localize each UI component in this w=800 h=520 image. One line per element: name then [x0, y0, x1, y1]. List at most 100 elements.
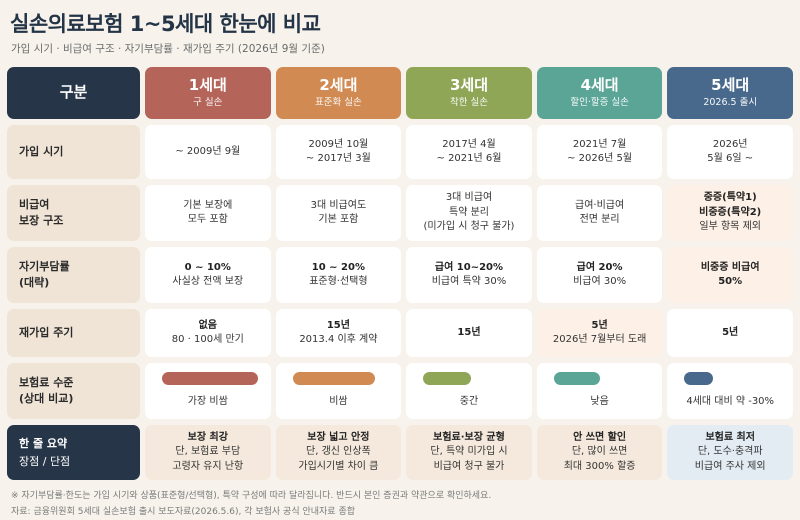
cell-line: 전면 분리: [579, 214, 620, 225]
gen4-name: 4세대: [580, 76, 619, 95]
page-subtitle: 가입 시기 · 비급여 구조 · 자기부담률 · 재가입 주기 (2026년 9…: [11, 43, 325, 55]
row-label-copay: 자기부담률 (대략): [7, 247, 140, 303]
gen2-name: 2세대: [319, 76, 358, 95]
gen5-sub: 2026.5 출시: [703, 96, 758, 108]
premium-cell: 비쌈: [275, 363, 402, 419]
comparison-table: 구분 1세대 구 실손 2세대 표준화 실손 3세대 착한 실손 4세대 할인·…: [7, 67, 793, 480]
cell-line: ~ 2026년 5월: [567, 153, 633, 164]
noncovered-cell: 중증(특약1) 비중증(특약2) 일부 항목 제외: [667, 185, 793, 241]
noncovered-label-2: 보장 구조: [19, 214, 64, 227]
renewal-label: 재가입 주기: [19, 325, 74, 339]
summary-label-2: 장점 / 단점: [19, 454, 71, 468]
row-label-premium: 보험료 수준 (상대 비교): [7, 363, 140, 419]
cell-line: 안 쓰면 할인: [573, 431, 627, 443]
premium-text: 낮음: [590, 396, 609, 408]
join-period-cell: 2009년 10월 ~ 2017년 3월: [275, 125, 402, 179]
copay-label-2: (대략): [19, 276, 50, 289]
premium-text: 가장 비쌈: [187, 396, 228, 408]
premium-text: 비쌈: [329, 396, 348, 408]
corner-header: 구분: [7, 67, 140, 119]
cell-line: 보장 넓고 안정: [307, 431, 370, 443]
cell-line: 표준형·선택형: [309, 276, 368, 287]
copay-cell: 0 ~ 10% 사실상 전액 보장: [145, 247, 271, 303]
cell-line: 단, 갱신 인상폭: [306, 446, 371, 458]
noncovered-label-1: 비급여: [19, 197, 50, 211]
cell-line: 가입시기별 차이 큼: [298, 460, 379, 472]
copay-cell: 급여 10~20% 비급여 특약 30%: [406, 247, 532, 303]
cell-line: 단, 도수·충격파: [697, 446, 763, 458]
cell-line: 보장 최강: [187, 431, 228, 443]
cell-line: 2013.4 이후 계약: [299, 334, 378, 345]
cell-line: ~ 2009년 9월: [175, 145, 241, 157]
premium-level-bar: [423, 372, 472, 386]
cell-line: 0 ~ 10%: [184, 261, 231, 273]
join-period-cell: 2021년 7월 ~ 2026년 5월: [536, 125, 663, 179]
summary-label-1: 한 줄 요약: [19, 437, 68, 451]
cell-line: 2017년 4월: [442, 138, 496, 150]
row-label-renewal: 재가입 주기: [7, 309, 140, 357]
cell-line: 보험료·보장 균형: [433, 431, 505, 443]
renewal-cell: 없음 80 · 100세 만기: [145, 309, 271, 357]
gen1-header: 1세대 구 실손: [145, 67, 271, 119]
gen2-header: 2세대 표준화 실손: [275, 67, 402, 119]
gen2-sub: 표준화 실손: [315, 96, 362, 108]
join-period-cell: 2026년 5월 6일 ~: [667, 125, 793, 179]
cell-line: 5년: [591, 319, 608, 331]
join-period-cell: ~ 2009년 9월: [145, 125, 271, 179]
gen4-sub: 할인·할증 실손: [570, 96, 629, 108]
noncovered-cell: 기본 보장에 모두 포함: [145, 185, 271, 241]
cell-line: 기본 보장에: [183, 199, 233, 211]
summary-cell: 보험료·보장 균형 단, 특약 미가입 시 비급여 청구 불가: [406, 425, 532, 480]
cell-line: ~ 2017년 3월: [305, 153, 371, 164]
premium-label-1: 보험료 수준: [19, 375, 74, 389]
summary-cell: 안 쓰면 할인 단, 많이 쓰면 최대 300% 할증: [536, 425, 663, 480]
premium-text: 4세대 대비 약 -30%: [686, 396, 775, 408]
cell-line: 50%: [718, 276, 743, 287]
page-title: 실손의료보험 1~5세대 한눈에 비교: [10, 12, 321, 36]
cell-line: 기본 포함: [318, 214, 359, 225]
gen3-header: 3세대 착한 실손: [406, 67, 532, 119]
cell-line: 고령자 유지 난항: [172, 460, 244, 472]
source-note: 자료: 금융위원회 5세대 실손보험 출시 보도자료(2026.5.6), 각 …: [11, 507, 356, 517]
cell-line: 비중증(특약2): [699, 206, 762, 218]
noncovered-cell: 급여·비급여 전면 분리: [536, 185, 663, 241]
premium-cell: 가장 비쌈: [145, 363, 271, 419]
cell-line: 급여 20%: [576, 261, 623, 273]
row-label-noncovered: 비급여 보장 구조: [7, 185, 140, 241]
cell-line: 3대 비급여: [445, 192, 493, 204]
cell-line: 사실상 전액 보장: [172, 276, 244, 287]
cell-line: 비급여 30%: [573, 276, 627, 287]
premium-cell: 4세대 대비 약 -30%: [667, 363, 793, 419]
cell-line: 단, 보험료 부담: [175, 446, 241, 458]
cell-line: 10 ~ 20%: [311, 261, 365, 273]
renewal-cell: 5년: [667, 309, 793, 357]
cell-line: 2021년 7월: [572, 138, 627, 150]
cell-line: 단, 특약 미가입 시: [430, 446, 508, 458]
join-period-label: 가입 시기: [19, 144, 64, 158]
noncovered-cell: 3대 비급여 특약 분리 (미가입 시 청구 불가): [406, 185, 532, 241]
cell-line: 80 · 100세 만기: [171, 334, 244, 345]
premium-cell: 낮음: [536, 363, 663, 419]
copay-label-1: 자기부담률: [19, 259, 70, 273]
cell-line: ~ 2021년 6월: [436, 153, 502, 164]
cell-line: 비급여 청구 불가: [433, 460, 505, 472]
cell-line: 5월 6일 ~: [707, 153, 754, 164]
cell-line: (미가입 시 청구 불가): [423, 221, 515, 233]
premium-level-bar: [162, 372, 258, 386]
cell-line: 급여 10~20%: [434, 261, 504, 273]
gen5-header: 5세대 2026.5 출시: [667, 67, 793, 119]
premium-text: 중간: [459, 396, 479, 408]
row-label-join-period: 가입 시기: [7, 125, 140, 179]
gen3-name: 3세대: [449, 76, 489, 95]
premium-cell: 중간: [406, 363, 532, 419]
gen1-name: 1세대: [188, 76, 227, 95]
cell-line: 3대 비급여도: [310, 199, 367, 211]
cell-line: 5년: [722, 326, 739, 338]
cell-line: 15년: [326, 319, 350, 331]
cell-line: 없음: [198, 319, 217, 331]
gen3-sub: 착한 실손: [450, 96, 488, 108]
copay-cell: 10 ~ 20% 표준형·선택형: [275, 247, 402, 303]
gen1-sub: 구 실손: [193, 96, 223, 108]
summary-cell: 보장 최강 단, 보험료 부담 고령자 유지 난항: [145, 425, 271, 480]
cell-line: 2026년 7월부터 도래: [552, 334, 647, 345]
